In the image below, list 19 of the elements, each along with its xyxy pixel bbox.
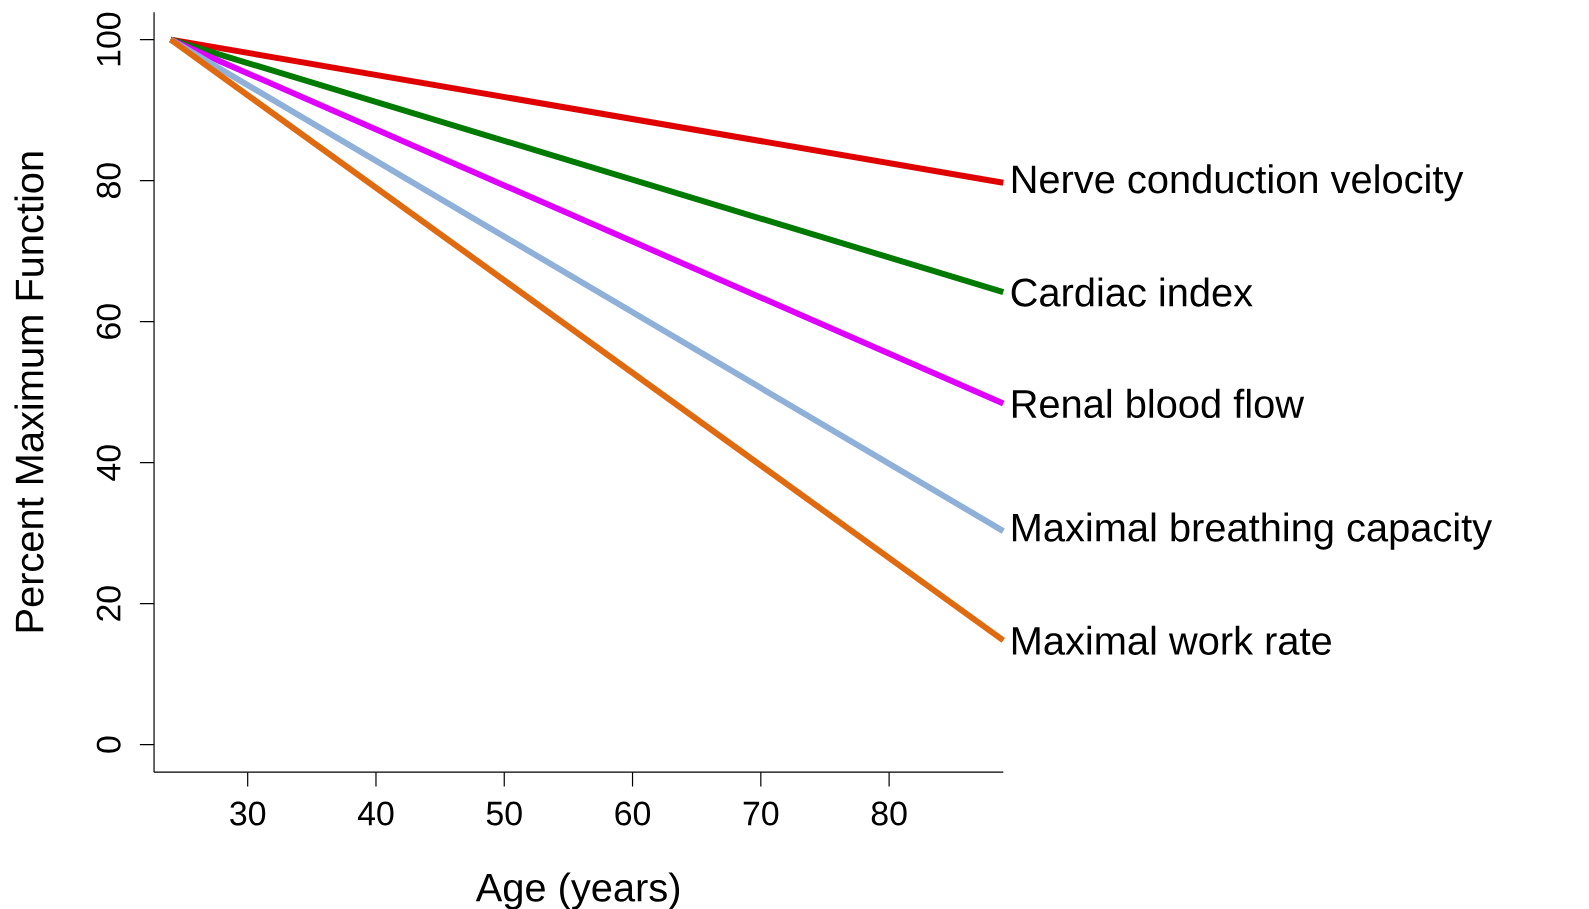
y-tick-label: 0 [96,736,121,753]
series-label: Nerve conduction velocity [1012,164,1464,202]
x-axis-title: Age (years) [475,872,680,909]
series-label: Maximal work rate [1012,625,1331,655]
series-label: Renal blood flow [1012,388,1305,419]
x-tick-label: 70 [743,801,779,826]
x-tick-label: 60 [615,801,651,826]
y-tick-label: 60 [96,304,121,339]
x-tick-label: 30 [230,801,266,826]
x-tick-label: 40 [357,801,394,826]
y-tick-label: 100 [96,12,121,66]
x-tick-label: 80 [871,801,907,826]
y-tick-label: 20 [96,586,121,621]
y-axis-title: Percent Maximum Function [14,152,44,632]
x-tick-label: 50 [486,801,522,826]
series-label: Cardiac index [1011,277,1253,307]
y-tick-label: 80 [96,163,121,199]
series-label: Maximal breathing capacity [1012,512,1493,550]
y-tick-label: 40 [96,445,121,481]
